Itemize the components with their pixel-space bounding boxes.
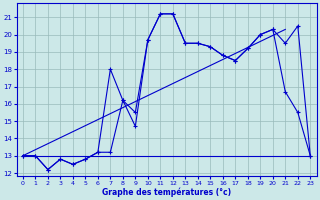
X-axis label: Graphe des températures (°c): Graphe des températures (°c)	[102, 187, 231, 197]
